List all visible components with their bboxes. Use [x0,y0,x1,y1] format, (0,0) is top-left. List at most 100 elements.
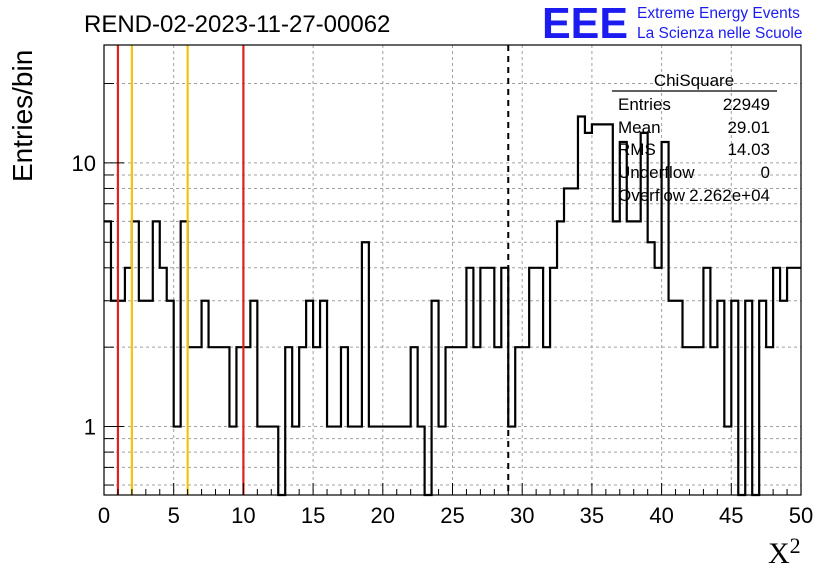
histogram-bin [174,427,181,495]
histogram-bin [773,268,780,495]
histogram-bin [578,116,585,495]
histogram-bin [404,427,411,495]
histogram-bin [397,427,404,495]
histogram-bin [676,301,683,495]
histogram-bin [257,427,264,495]
histogram-bin [564,188,571,495]
stats-value-rms: 14.03 [727,140,770,159]
histogram-bin [487,268,494,495]
histogram-bin [648,242,655,495]
stats-value-overflow: 2.262e+04 [689,186,770,205]
histogram-bin [264,427,271,495]
histogram-bin [348,427,355,495]
x-axis-label: X2 [768,533,801,570]
histogram-bin [606,124,613,495]
histogram-bin [390,427,397,495]
histogram-bin [306,301,313,495]
histogram-bin [313,347,320,495]
histogram-bin [696,347,703,495]
histogram-bin [494,347,501,495]
histogram-bin [160,268,167,495]
histogram-bin [153,221,160,495]
histogram-bin [669,301,676,495]
histogram-bin [383,427,390,495]
histogram-bin [745,301,752,495]
x-tick-label: 30 [510,503,534,528]
histogram-bin [627,221,634,495]
histogram-bin [299,347,306,495]
y-tick-label: 1 [84,415,96,440]
histogram-bin [209,347,216,495]
histogram-bin [355,427,362,495]
stats-box: ChiSquare Entries 22949 Mean 29.01 RMS 1… [612,71,777,205]
histogram-bin [250,301,257,495]
histogram-bin [780,301,787,495]
histogram-bin [592,124,599,495]
histogram-bin [222,347,229,495]
histogram-bin [655,268,662,495]
histogram-bin [439,427,446,495]
x-tick-label: 20 [371,503,395,528]
histogram-bin [794,268,801,495]
histogram-bin [529,268,536,495]
histogram-bin [543,347,550,495]
histogram-bin [717,301,724,495]
stats-label-rms: RMS [618,140,656,159]
histogram-bin [585,133,592,495]
histogram-bin [766,347,773,495]
stats-label-overflow: Overflow [618,186,686,205]
histogram-bin [195,347,202,495]
histogram-bin [787,268,794,495]
logo-subtitle-1: Extreme Energy Events [637,5,800,22]
histogram-bin [501,268,508,495]
histogram-bin [522,347,529,495]
histogram-bin [292,427,299,495]
y-axis-label: Entries/bin [7,50,38,182]
histogram-bin [446,347,453,495]
histogram-bin [710,347,717,495]
histogram-series [104,115,801,497]
x-tick-label: 40 [649,503,673,528]
histogram-bin [432,301,439,495]
x-tick-label: 35 [580,503,604,528]
histogram-bin [146,301,153,495]
eee-logo: EEE [542,0,628,48]
histogram-bin [634,221,641,495]
stats-value-mean: 29.01 [727,118,770,137]
reference-lines [116,45,510,495]
stats-value-underflow: 0 [761,163,770,182]
x-tick-label: 5 [168,503,180,528]
x-tick-label: 45 [719,503,743,528]
histogram-bin [613,221,620,495]
stats-label-entries: Entries [618,95,671,114]
histogram-bin [285,347,292,495]
histogram-bin [683,347,690,495]
histogram-bin [459,347,466,495]
x-tick-label: 25 [440,503,464,528]
histogram-bin [515,347,522,495]
histogram-bin [550,268,557,495]
stats-title: ChiSquare [654,71,734,90]
histogram-bin [202,301,209,495]
x-tick-label: 15 [301,503,325,528]
histogram-bin [334,427,341,495]
histogram-bin [341,347,348,495]
histogram-outline [104,115,801,497]
histogram-bin [104,221,111,495]
histogram-bin [703,268,710,495]
histogram-bin [724,427,731,495]
histogram-bin [139,301,146,495]
histogram-bin [271,427,278,495]
stats-value-entries: 22949 [723,95,770,114]
axis-ticks: 0 5 10 15 20 25 30 35 40 45 50 1 10 [72,83,813,528]
histogram-bin [362,242,369,495]
histogram-bin [320,301,327,495]
x-tick-label: 50 [789,503,813,528]
histogram-bin [216,347,223,495]
histogram-bin [689,347,696,495]
histogram-bin [473,347,480,495]
histogram-bin [229,427,236,495]
histogram-bin [508,427,515,495]
